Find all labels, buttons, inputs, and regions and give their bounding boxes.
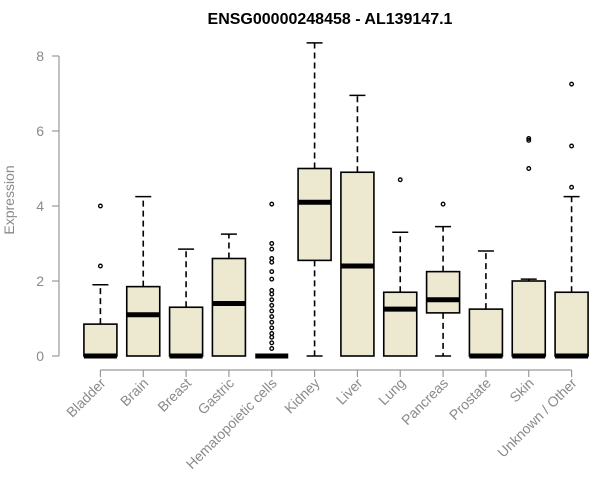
box-body xyxy=(554,291,589,357)
x-tick-label: Lung xyxy=(375,375,408,408)
box-group xyxy=(125,195,161,357)
outlier-point xyxy=(97,203,103,209)
chart-title: ENSG00000248458 - AL139147.1 xyxy=(208,11,453,28)
outlier-point xyxy=(569,184,575,190)
box-group xyxy=(340,94,375,357)
outlier-point xyxy=(269,259,275,265)
box-body xyxy=(297,167,332,262)
box-body xyxy=(382,291,418,357)
box-body xyxy=(83,323,118,357)
outlier-point xyxy=(269,325,275,331)
box-body xyxy=(468,308,504,357)
boxes-layer xyxy=(83,42,589,359)
box-group xyxy=(168,248,204,359)
outlier-point xyxy=(269,201,275,207)
outlier-point xyxy=(269,297,275,303)
x-tick-label: Breast xyxy=(154,375,194,415)
y-tick-label: 4 xyxy=(36,198,44,214)
x-tick-label: Pancreas xyxy=(398,375,451,428)
outlier-point xyxy=(526,137,532,143)
box-group xyxy=(83,203,118,359)
outlier-point xyxy=(397,177,403,183)
box-body xyxy=(211,257,247,357)
outlier-point xyxy=(269,291,275,297)
y-axis: 0 2 4 6 8 xyxy=(36,48,60,364)
box-group xyxy=(511,136,547,359)
box-body xyxy=(425,270,461,314)
x-tick-label: Gastric xyxy=(194,375,237,418)
y-tick-label: 2 xyxy=(36,273,44,289)
outlier-point xyxy=(269,308,275,314)
x-tick-label: Liver xyxy=(333,375,366,408)
outlier-point xyxy=(569,143,575,149)
box-group xyxy=(554,81,589,359)
outlier-point xyxy=(269,246,275,252)
x-tick-label: Prostate xyxy=(446,375,494,423)
x-tick-label: Skin xyxy=(506,375,537,406)
outlier-point xyxy=(269,287,275,293)
y-axis-label: Expression xyxy=(1,165,17,234)
outlier-point xyxy=(269,319,275,325)
box-group xyxy=(425,201,461,357)
outlier-point xyxy=(269,241,275,246)
box-body xyxy=(168,306,204,357)
outlier-point xyxy=(526,166,532,171)
outlier-point xyxy=(569,81,575,87)
outlier-point xyxy=(269,314,275,320)
outlier-point xyxy=(269,340,275,346)
outlier-point xyxy=(97,263,103,269)
y-tick-label: 0 xyxy=(36,348,44,364)
outlier-point xyxy=(269,346,275,351)
box-body xyxy=(125,285,161,357)
outlier-point xyxy=(269,269,275,275)
outlier-point xyxy=(269,334,275,340)
x-tick-label: Unknown / Other xyxy=(494,375,580,461)
y-tick-label: 6 xyxy=(36,123,44,139)
box-group xyxy=(297,42,332,357)
box-body xyxy=(511,280,547,357)
x-tick-label: Kidney xyxy=(281,375,323,417)
outlier-point xyxy=(526,136,532,141)
x-tick-label: Brain xyxy=(117,375,151,409)
outlier-point xyxy=(269,302,275,308)
box-group xyxy=(255,201,289,359)
outlier-point xyxy=(269,256,275,261)
box-group xyxy=(211,233,247,357)
box-group xyxy=(468,250,504,359)
outlier-point xyxy=(269,276,275,282)
box-group xyxy=(382,177,418,357)
x-tick-label: Bladder xyxy=(63,375,109,421)
y-tick-label: 8 xyxy=(36,48,44,64)
outlier-point xyxy=(269,331,275,336)
outlier-point xyxy=(440,201,446,207)
